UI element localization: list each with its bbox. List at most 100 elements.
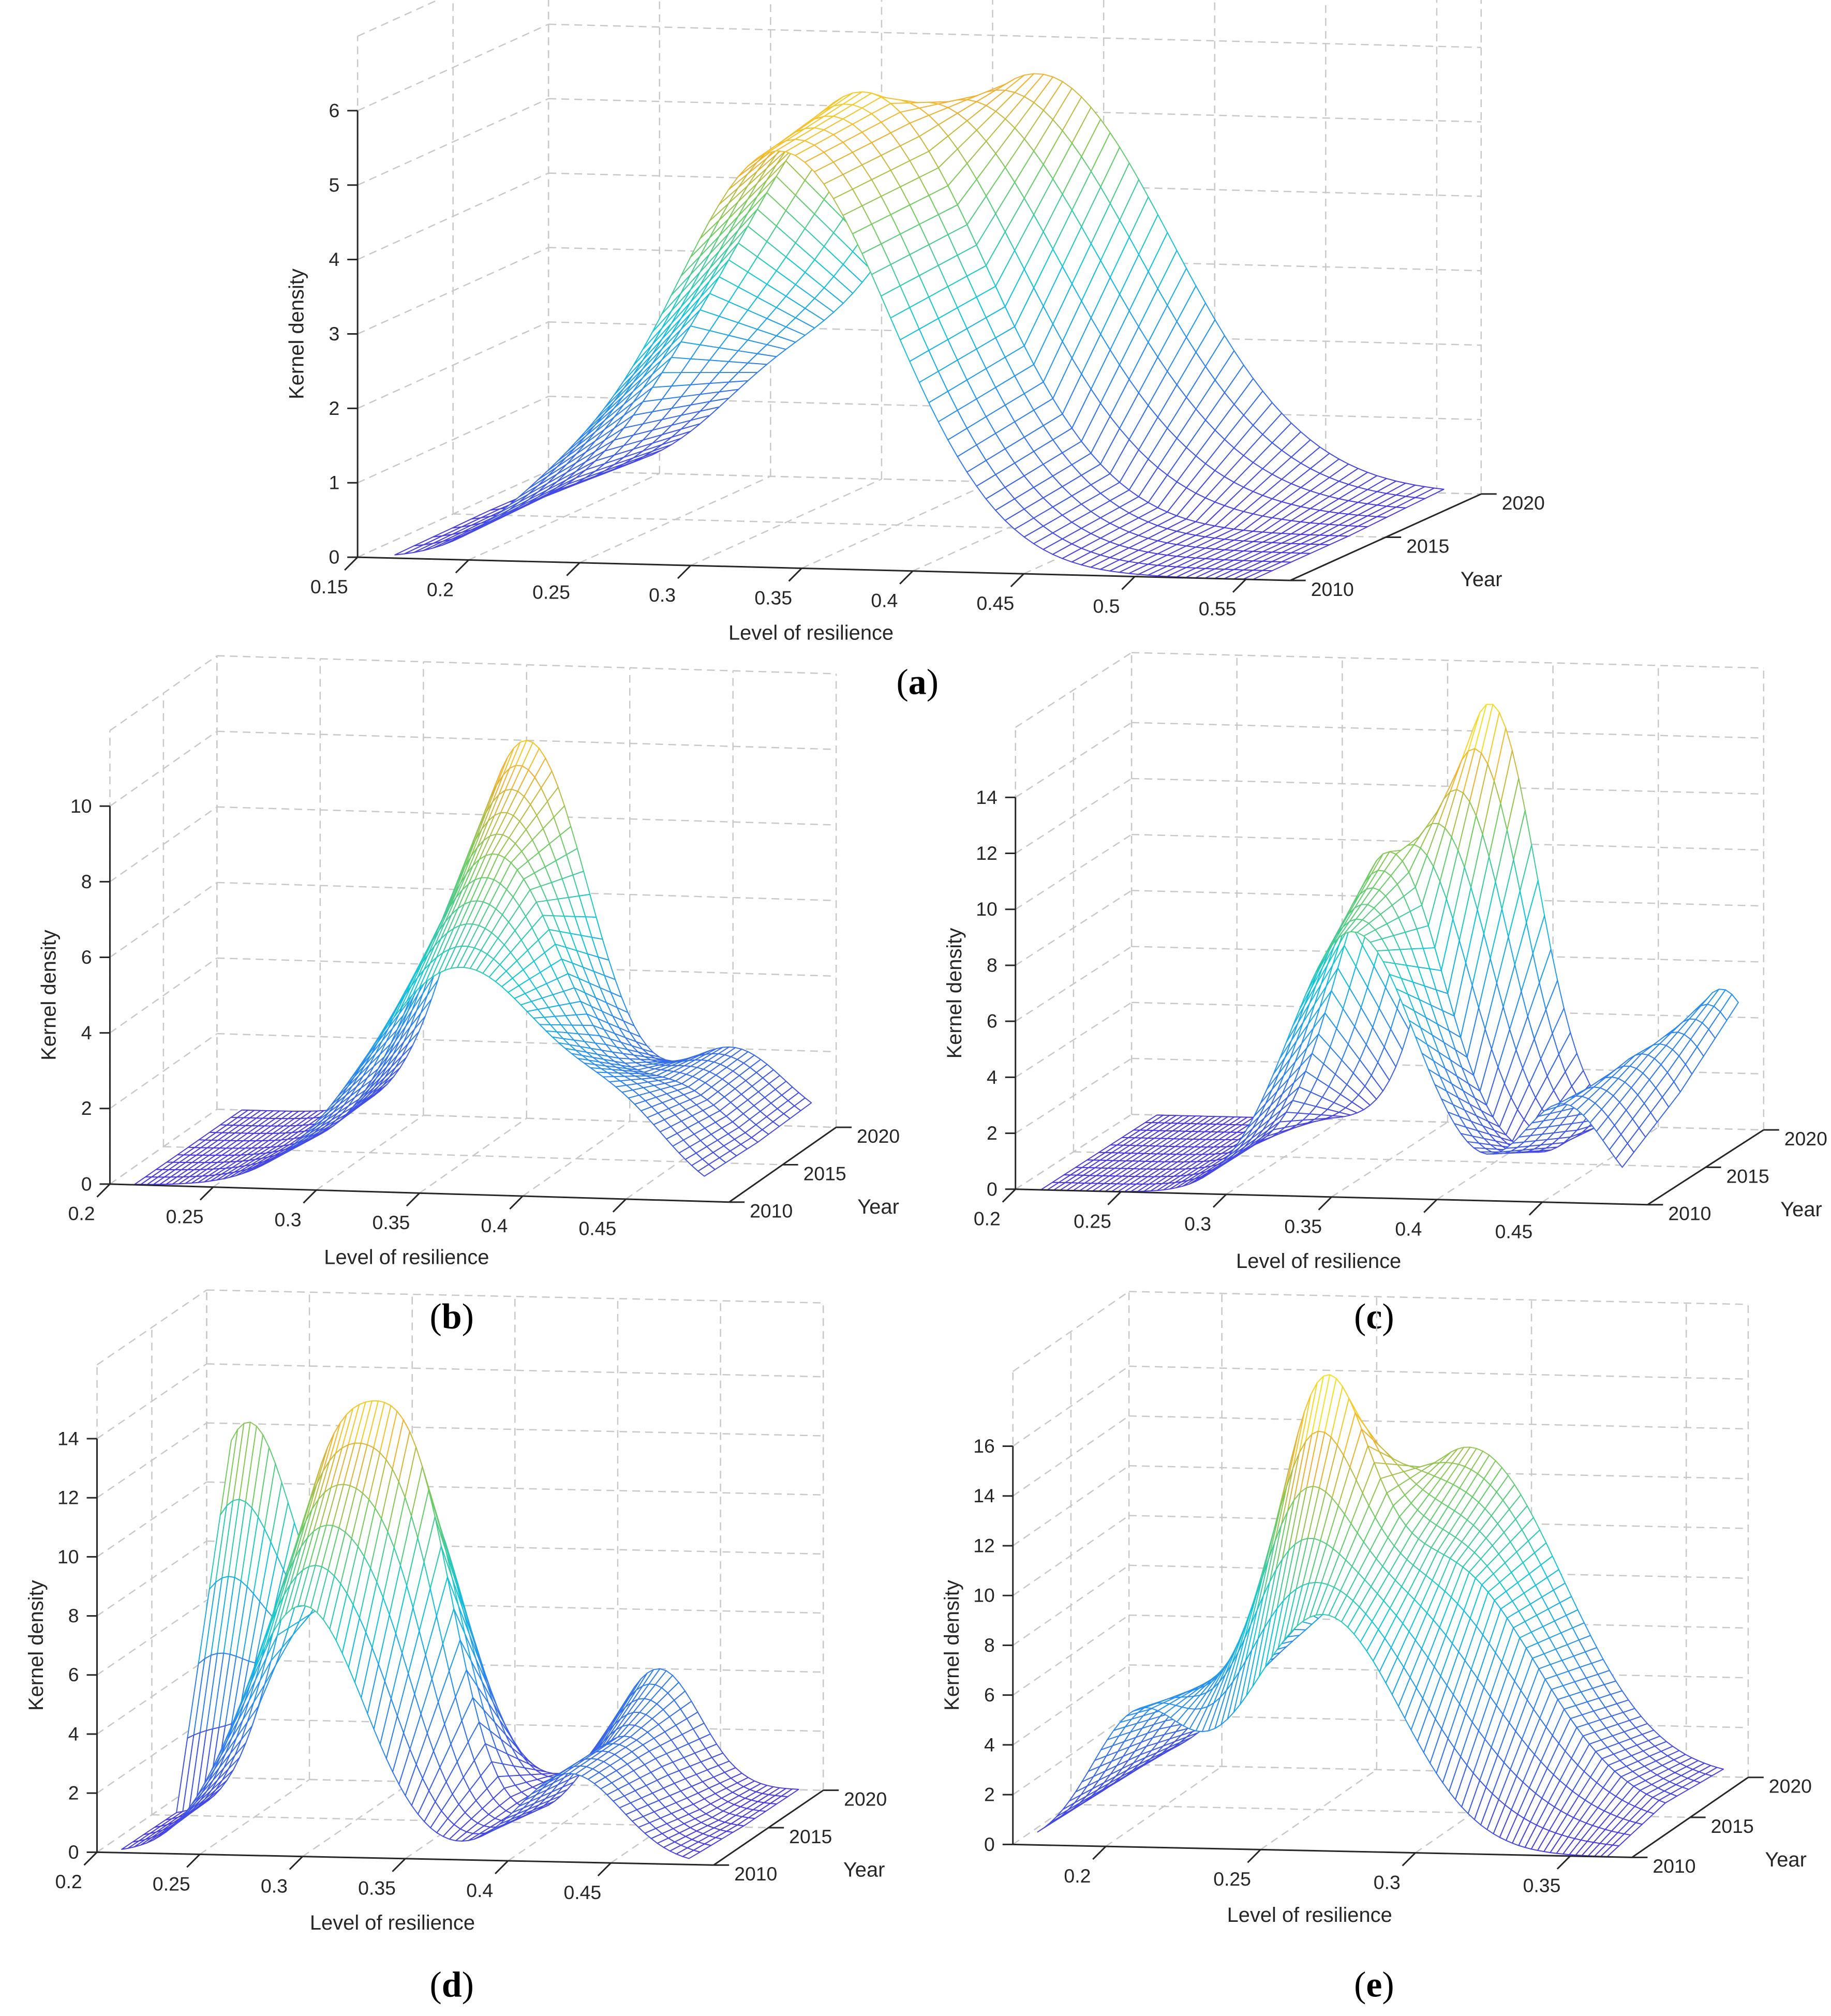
year-tick-label: 2015	[803, 1162, 846, 1184]
x-tick	[566, 562, 580, 576]
year-axis-label: Year	[1780, 1198, 1822, 1221]
panel-b: 0.2 0.25 0.3 0.35 0.4 0.450246810201020152020…	[38, 655, 900, 1337]
grid-line	[217, 655, 837, 675]
z-tick-label: 5	[329, 174, 339, 196]
z-tick-label: 6	[984, 1684, 995, 1706]
z-tick-label: 14	[973, 1485, 995, 1506]
grid-line	[302, 1781, 413, 1857]
x-tick	[1556, 1855, 1571, 1870]
z-tick-label: 6	[329, 99, 339, 121]
year-tick-label: 2010	[1668, 1203, 1711, 1224]
x-tick-label: 0.2	[974, 1208, 1001, 1230]
z-tick-label: 4	[984, 1734, 995, 1755]
x-tick-label: 0.2	[1064, 1865, 1091, 1887]
year-tick-label: 2015	[1726, 1165, 1769, 1187]
grid-line	[109, 1033, 218, 1109]
z-tick-label: 6	[68, 1664, 79, 1685]
z-tick-label: 3	[329, 323, 339, 345]
z-tick-label: 4	[68, 1723, 79, 1744]
z-tick-label: 10	[70, 795, 92, 817]
z-tick-label: 0	[987, 1178, 998, 1200]
z-tick-label: 14	[976, 786, 998, 808]
grid-line	[199, 1779, 310, 1855]
grid-line	[1013, 1714, 1129, 1796]
mesh-cell	[682, 1849, 701, 1859]
surface-mesh	[1040, 704, 1739, 1192]
year-tick-label: 2010	[1653, 1855, 1695, 1877]
x-tick	[1212, 1193, 1227, 1208]
z-tick-label: 0	[81, 1173, 92, 1194]
x-tick	[392, 1858, 406, 1872]
x-tick	[597, 1862, 612, 1877]
grid-line	[1542, 1127, 1659, 1203]
x-tick	[677, 565, 692, 579]
x-tick	[1247, 1849, 1261, 1863]
x-tick	[899, 570, 914, 585]
x-tick-label: 0.4	[871, 590, 898, 611]
x-tick-label: 0.25	[532, 581, 570, 603]
grid-line	[508, 1785, 618, 1862]
x-tick	[96, 1183, 111, 1198]
x-tick	[406, 1192, 420, 1207]
z-tick-label: 0	[984, 1833, 995, 1855]
grid-line	[1132, 778, 1764, 795]
x-tick-label: 0.55	[1199, 598, 1237, 620]
x-axis-label: Level of resilience	[1236, 1250, 1401, 1273]
panel-caption: (c)	[1354, 1297, 1394, 1337]
grid-line	[1015, 1002, 1132, 1078]
x-tick	[1092, 1846, 1107, 1860]
z-axis-label: Kernel density	[941, 1580, 963, 1711]
panel-c: 0.2 0.25 0.3 0.35 0.4 0.450246810121420102015…	[943, 652, 1827, 1337]
x-axis-line	[97, 1851, 714, 1866]
z-tick-label: 4	[81, 1022, 92, 1043]
z-tick-label: 6	[81, 946, 92, 968]
z-tick-label: 12	[976, 842, 998, 864]
x-tick-label: 0.35	[373, 1212, 410, 1233]
panel-caption: (e)	[1354, 1965, 1394, 2005]
x-tick-label: 0.45	[563, 1881, 601, 1903]
x-axis-label: Level of resilience	[324, 1246, 489, 1268]
x-axis-label: Level of resilience	[1227, 1904, 1392, 1927]
year-tick-label: 2010	[1311, 578, 1354, 600]
surface-mesh	[394, 73, 1445, 580]
x-tick-label: 0.35	[358, 1877, 396, 1899]
year-tick-label: 2015	[789, 1826, 832, 1847]
grid-line	[1436, 1124, 1554, 1200]
panel-a: 0.15 0.2 0.25 0.3 0.35 0.4 0.45 0.5 0.5501234562…	[285, 0, 1545, 702]
x-axis-label: Level of resilience	[310, 1912, 475, 1934]
x-tick-label: 0.35	[1284, 1216, 1322, 1237]
z-tick-label: 10	[57, 1546, 79, 1567]
z-axis-label: Kernel density	[38, 930, 61, 1061]
x-tick-label: 0.4	[481, 1215, 508, 1236]
panel-caption: (d)	[430, 1965, 474, 2005]
grid-line	[690, 478, 882, 566]
z-tick-label: 14	[57, 1427, 79, 1449]
year-axis-label: Year	[1461, 568, 1502, 591]
x-tick-label: 0.3	[1184, 1213, 1211, 1235]
z-tick-label: 2	[81, 1097, 92, 1119]
z-tick-label: 0	[68, 1841, 79, 1863]
x-axis-line	[358, 556, 1290, 581]
x-tick-label: 0.25	[1074, 1211, 1111, 1232]
z-tick-label: 4	[329, 248, 339, 270]
z-tick-label: 1	[329, 472, 339, 494]
x-tick-label: 0.15	[310, 576, 348, 598]
grid-line	[1129, 1365, 1748, 1380]
x-tick	[495, 1860, 509, 1874]
year-axis-label: Year	[1765, 1848, 1807, 1871]
year-tick-label: 2010	[734, 1863, 777, 1885]
x-tick-label: 0.25	[166, 1205, 204, 1227]
grid-line	[1129, 1415, 1748, 1430]
x-tick	[509, 1196, 524, 1210]
x-tick	[1010, 573, 1024, 588]
mesh-cell	[1615, 1143, 1635, 1168]
x-tick-label: 0.35	[754, 587, 792, 608]
grid-line	[1129, 1291, 1748, 1305]
x-tick-label: 0.3	[261, 1875, 288, 1896]
x-tick-label: 0.2	[55, 1871, 82, 1892]
grid-line	[1013, 1291, 1129, 1372]
year-axis-label: Year	[857, 1196, 899, 1218]
z-tick-label: 0	[329, 546, 339, 568]
panel-caption: (a)	[897, 662, 939, 702]
x-axis-label: Level of resilience	[728, 622, 894, 645]
